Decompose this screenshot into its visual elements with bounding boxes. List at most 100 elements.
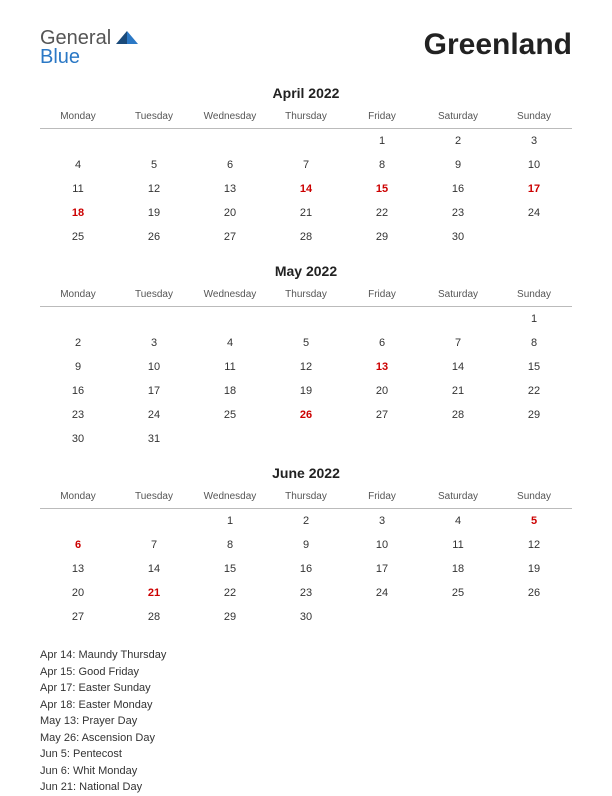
calendar-cell: 22	[344, 201, 420, 225]
calendar-cell: 16	[420, 177, 496, 201]
day-header: Monday	[40, 107, 116, 129]
calendar-row: 27282930	[40, 605, 572, 629]
calendar-cell: 30	[420, 225, 496, 249]
calendar-cell: 1	[496, 307, 572, 332]
calendar-cell: 28	[116, 605, 192, 629]
month-block: May 2022 MondayTuesdayWednesdayThursdayFr…	[40, 263, 572, 451]
calendar-cell	[496, 225, 572, 249]
day-header: Friday	[344, 285, 420, 307]
day-header: Saturday	[420, 285, 496, 307]
calendar-cell: 13	[192, 177, 268, 201]
calendar-cell: 23	[268, 581, 344, 605]
calendar-cell: 29	[192, 605, 268, 629]
calendar-table: MondayTuesdayWednesdayThursdayFridaySatu…	[40, 107, 572, 249]
calendar-cell: 19	[268, 379, 344, 403]
calendar-cell: 31	[116, 427, 192, 451]
calendar-cell: 20	[40, 581, 116, 605]
logo-blue: Blue	[40, 47, 138, 67]
holiday-item: Jun 5: Pentecost	[40, 746, 572, 763]
calendar-cell: 25	[420, 581, 496, 605]
month-title: June 2022	[40, 465, 572, 481]
logo-text-block: General Blue	[40, 28, 138, 67]
day-header: Tuesday	[116, 285, 192, 307]
logo-triangle-icon	[116, 28, 138, 49]
month-block: April 2022 MondayTuesdayWednesdayThursday…	[40, 85, 572, 249]
holiday-item: Apr 18: Easter Monday	[40, 697, 572, 714]
header: General Blue Greenland	[40, 28, 572, 67]
calendar-cell: 14	[116, 557, 192, 581]
day-header: Friday	[344, 107, 420, 129]
calendar-cell: 21	[420, 379, 496, 403]
month-title: April 2022	[40, 85, 572, 101]
calendar-cell	[420, 427, 496, 451]
calendar-cell: 12	[496, 533, 572, 557]
calendar-cell: 19	[496, 557, 572, 581]
calendar-row: 23242526272829	[40, 403, 572, 427]
calendar-row: 252627282930	[40, 225, 572, 249]
calendar-cell: 15	[344, 177, 420, 201]
calendar-cell: 16	[268, 557, 344, 581]
calendar-cell	[496, 427, 572, 451]
month-title: May 2022	[40, 263, 572, 279]
holiday-item: Jun 6: Whit Monday	[40, 763, 572, 780]
calendar-cell: 17	[344, 557, 420, 581]
calendar-cell: 17	[496, 177, 572, 201]
calendar-cell	[192, 307, 268, 332]
calendar-cell: 10	[116, 355, 192, 379]
calendar-cell: 24	[344, 581, 420, 605]
calendar-cell: 9	[420, 153, 496, 177]
calendar-cell: 4	[40, 153, 116, 177]
calendar-cell: 9	[268, 533, 344, 557]
calendar-cell	[496, 605, 572, 629]
calendar-cell: 26	[268, 403, 344, 427]
calendar-cell: 4	[192, 331, 268, 355]
holiday-item: Apr 14: Maundy Thursday	[40, 647, 572, 664]
calendar-cell	[116, 307, 192, 332]
day-header: Saturday	[420, 107, 496, 129]
calendar-cell: 23	[420, 201, 496, 225]
calendar-cell: 3	[496, 129, 572, 154]
calendar-cell: 15	[496, 355, 572, 379]
calendar-cell: 22	[496, 379, 572, 403]
day-header: Sunday	[496, 107, 572, 129]
calendar-cell: 7	[116, 533, 192, 557]
calendar-table: MondayTuesdayWednesdayThursdayFridaySatu…	[40, 285, 572, 451]
calendar-row: 12345	[40, 509, 572, 534]
calendar-cell: 5	[268, 331, 344, 355]
calendar-cell: 8	[192, 533, 268, 557]
calendar-cell: 30	[268, 605, 344, 629]
calendar-row: 20212223242526	[40, 581, 572, 605]
calendar-table: MondayTuesdayWednesdayThursdayFridaySatu…	[40, 487, 572, 629]
calendar-cell: 1	[192, 509, 268, 534]
holiday-item: Jun 21: National Day	[40, 779, 572, 796]
calendar-cell: 11	[192, 355, 268, 379]
calendar-cell: 18	[40, 201, 116, 225]
month-block: June 2022 MondayTuesdayWednesdayThursdayF…	[40, 465, 572, 629]
calendar-cell: 6	[40, 533, 116, 557]
calendar-cell: 25	[40, 225, 116, 249]
calendar-row: 13141516171819	[40, 557, 572, 581]
day-header: Saturday	[420, 487, 496, 509]
calendar-cell	[268, 307, 344, 332]
holiday-item: May 13: Prayer Day	[40, 713, 572, 730]
calendar-cell: 21	[268, 201, 344, 225]
calendar-cell: 11	[420, 533, 496, 557]
calendar-cell: 3	[116, 331, 192, 355]
calendar-cell: 2	[268, 509, 344, 534]
calendar-cell	[116, 129, 192, 154]
calendar-cell: 12	[268, 355, 344, 379]
holiday-list: Apr 14: Maundy ThursdayApr 15: Good Frid…	[40, 647, 572, 796]
day-header: Wednesday	[192, 107, 268, 129]
calendar-cell: 26	[116, 225, 192, 249]
calendar-row: 16171819202122	[40, 379, 572, 403]
calendar-cell: 24	[496, 201, 572, 225]
calendar-cell: 28	[420, 403, 496, 427]
calendar-cell: 18	[420, 557, 496, 581]
calendar-cell: 29	[496, 403, 572, 427]
calendar-cell	[268, 129, 344, 154]
calendar-cell: 13	[40, 557, 116, 581]
holiday-item: Apr 15: Good Friday	[40, 664, 572, 681]
calendar-cell: 8	[496, 331, 572, 355]
calendars-container: April 2022 MondayTuesdayWednesdayThursday…	[40, 85, 572, 629]
calendar-row: 1	[40, 307, 572, 332]
